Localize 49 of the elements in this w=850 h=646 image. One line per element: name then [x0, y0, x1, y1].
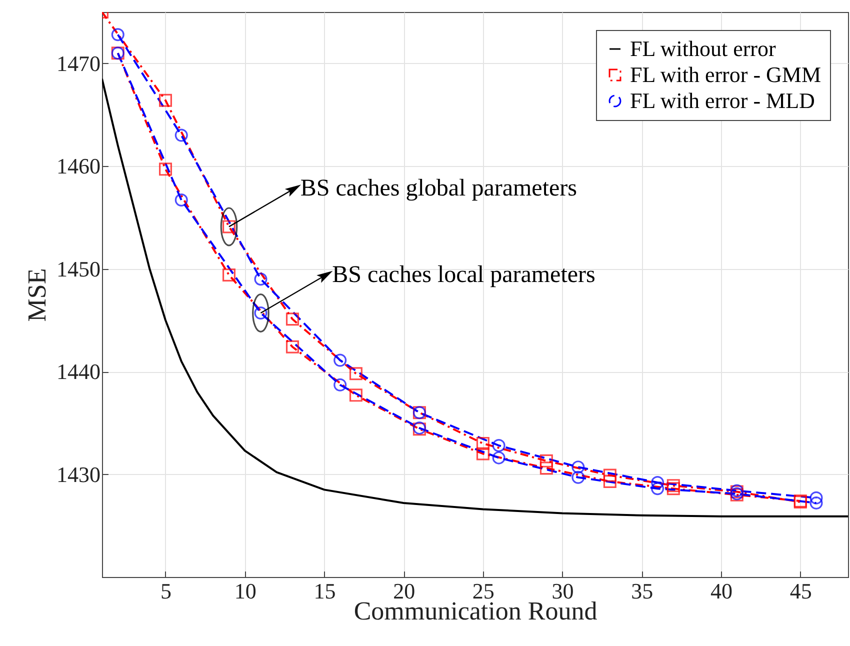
point [174, 194, 188, 206]
annotation: BS caches local parameters [332, 262, 596, 288]
x-tick-label: 20 [393, 578, 416, 604]
y-axis-title: MSE [22, 268, 52, 322]
y-tick-label: 1450 [56, 256, 100, 282]
legend-label: FL with error - GMM [630, 62, 822, 87]
point [666, 482, 680, 496]
point [492, 439, 506, 452]
x-tick-label: 35 [631, 578, 654, 604]
point [666, 479, 680, 492]
y-tick-label: 1430 [56, 462, 100, 487]
point [158, 162, 172, 176]
point [492, 451, 506, 464]
legend-label: FL with error - MLD [630, 88, 815, 113]
point [286, 312, 299, 326]
point [651, 476, 664, 489]
point [334, 378, 347, 392]
point [286, 340, 299, 354]
point [254, 272, 268, 286]
y-tick-label: 1470 [56, 50, 100, 76]
point [476, 447, 490, 460]
x-tick-label: 5 [160, 578, 172, 604]
annotation: BS caches global parameters [300, 176, 577, 202]
point [540, 454, 553, 468]
y-tick-label: 1460 [56, 154, 100, 179]
x-tick-label: 15 [314, 578, 336, 604]
x-tick-label: 25 [472, 578, 494, 604]
point [810, 496, 823, 510]
legend-label: FL without error [630, 36, 776, 61]
point [222, 268, 236, 282]
point [572, 460, 585, 474]
x-tick-label: 10 [234, 578, 256, 604]
point [476, 436, 490, 450]
point [174, 128, 188, 142]
point [540, 462, 553, 475]
x-tick-label: 40 [710, 578, 733, 604]
point [349, 367, 362, 380]
point [158, 94, 172, 107]
point [334, 354, 347, 367]
point [349, 388, 362, 402]
point [111, 28, 124, 42]
x-tick-label: 45 [790, 578, 812, 604]
x-tick-label: 30 [552, 578, 574, 604]
point [603, 474, 616, 488]
point [572, 470, 585, 484]
point [810, 491, 823, 504]
point [603, 468, 616, 482]
y-tick-label: 1440 [56, 359, 100, 384]
point [651, 482, 664, 496]
